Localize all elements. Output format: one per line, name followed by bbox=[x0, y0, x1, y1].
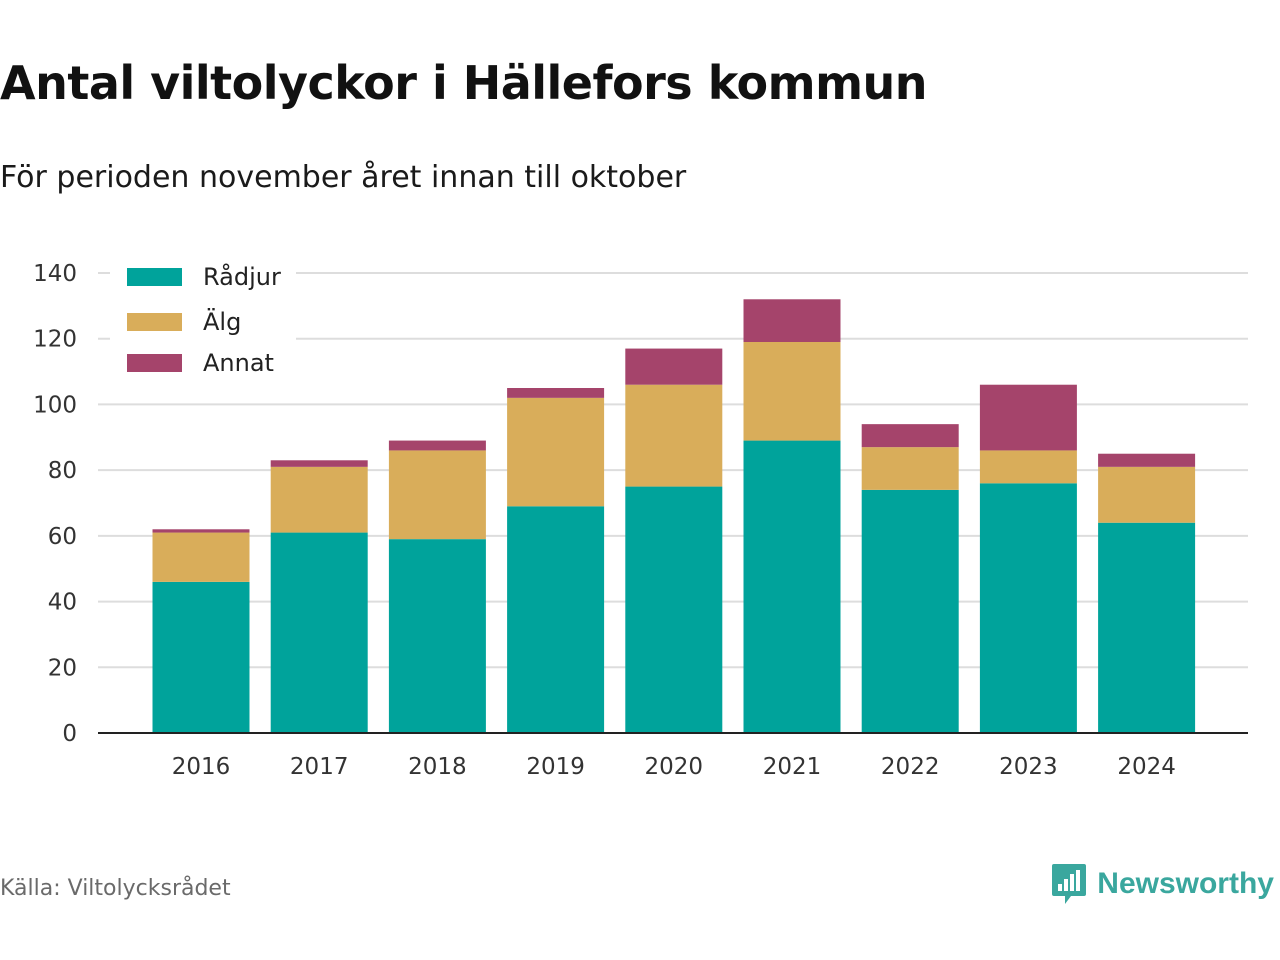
legend-label: Annat bbox=[203, 349, 274, 377]
bar-segment-älg bbox=[270, 466, 368, 533]
bar-segment-älg bbox=[625, 384, 723, 487]
bar-segment-annat bbox=[861, 424, 959, 448]
bar-segment-annat bbox=[270, 460, 368, 467]
bar-segment-rådjur bbox=[625, 486, 723, 733]
bar-segment-älg bbox=[152, 532, 250, 582]
x-tick-label: 2023 bbox=[999, 754, 1058, 780]
bar-segment-rådjur bbox=[743, 440, 841, 733]
bar-segment-rådjur bbox=[388, 539, 486, 733]
x-tick-label: 2024 bbox=[1117, 754, 1176, 780]
bar-segment-rådjur bbox=[861, 489, 959, 733]
y-tick-label: 0 bbox=[62, 721, 77, 747]
x-tick-label: 2017 bbox=[290, 754, 349, 780]
bar-segment-annat bbox=[1098, 453, 1196, 467]
legend: Rådjur Älg Annat bbox=[110, 258, 296, 386]
y-tick-label: 80 bbox=[48, 458, 77, 484]
x-tick-label: 2019 bbox=[526, 754, 585, 780]
stacked-bar-chart: 0 20 40 60 80 100 120 140 2016 2017 2018 2019 2020 20… bbox=[33, 258, 1248, 780]
bar-segment-annat bbox=[743, 299, 841, 342]
legend-label: Älg bbox=[203, 307, 241, 336]
bar-segment-annat bbox=[979, 384, 1077, 451]
bar-segment-älg bbox=[743, 342, 841, 441]
bar-segment-älg bbox=[388, 450, 486, 540]
brand-logo: Newsworthy bbox=[1051, 862, 1274, 906]
bar-segment-rådjur bbox=[152, 581, 250, 733]
y-tick-label: 140 bbox=[33, 261, 77, 287]
source-note: Källa: Viltolycksrådet bbox=[0, 876, 231, 901]
newsworthy-logo-icon bbox=[1052, 864, 1087, 904]
y-tick-label: 100 bbox=[33, 392, 77, 418]
bar-segment-rådjur bbox=[1098, 522, 1196, 733]
y-tick-label: 40 bbox=[48, 590, 77, 616]
x-tick-label: 2020 bbox=[645, 754, 704, 780]
y-tick-label: 120 bbox=[33, 327, 77, 353]
bar-segment-annat bbox=[625, 348, 723, 385]
bar-segment-älg bbox=[861, 447, 959, 490]
brand-name: Newsworthy bbox=[1097, 867, 1274, 900]
bar-segment-rådjur bbox=[507, 506, 605, 733]
axes: 0 20 40 60 80 100 120 140 2016 2017 2018 2019 2020 20… bbox=[33, 261, 1248, 780]
bar-segment-rådjur bbox=[270, 532, 368, 733]
chart-title: Antal viltolyckor i Hällefors kommun bbox=[0, 56, 928, 110]
bar-segment-annat bbox=[152, 529, 250, 533]
bar-segment-älg bbox=[507, 397, 605, 507]
bars bbox=[152, 299, 1196, 733]
x-tick-label: 2021 bbox=[763, 754, 822, 780]
legend-swatch bbox=[127, 268, 182, 286]
bar-segment-annat bbox=[388, 440, 486, 451]
chart-subtitle: För perioden november året innan till ok… bbox=[0, 160, 687, 195]
legend-swatch bbox=[127, 313, 182, 331]
x-tick-label: 2018 bbox=[408, 754, 467, 780]
y-tick-label: 60 bbox=[48, 524, 77, 550]
bar-segment-älg bbox=[1098, 466, 1196, 523]
y-tick-label: 20 bbox=[48, 655, 77, 681]
bar-segment-älg bbox=[979, 450, 1077, 484]
legend-swatch bbox=[127, 354, 182, 372]
bar-segment-annat bbox=[507, 388, 605, 398]
legend-label: Rådjur bbox=[203, 262, 281, 291]
x-tick-label: 2022 bbox=[881, 754, 940, 780]
bar-segment-rådjur bbox=[979, 483, 1077, 733]
x-tick-label: 2016 bbox=[172, 754, 231, 780]
